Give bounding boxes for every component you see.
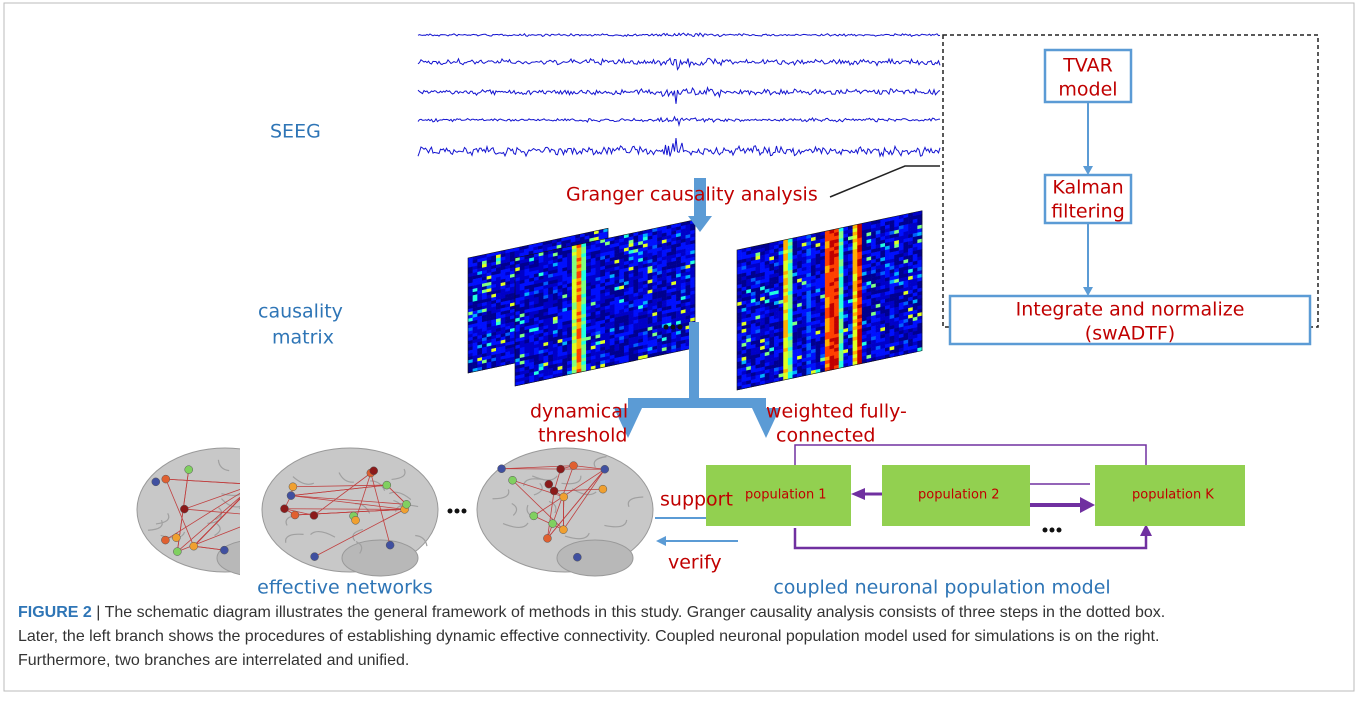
arrow-head [851, 488, 865, 500]
node [560, 493, 568, 501]
node [509, 476, 517, 484]
caption-label: FIGURE 2 [18, 604, 92, 621]
label: model [1058, 79, 1117, 101]
node [601, 465, 609, 473]
figure: SEEG Granger causality analysis causalit… [0, 0, 1359, 716]
arrow-head [1083, 166, 1093, 175]
label: Kalman [1052, 177, 1123, 199]
population-label: population K [1132, 488, 1214, 503]
node [570, 462, 578, 470]
node [220, 546, 228, 554]
node [289, 483, 297, 491]
brain-lobe [342, 540, 418, 576]
node [352, 516, 360, 524]
signal-trace [418, 117, 940, 125]
node [543, 534, 551, 542]
label: dynamical [530, 401, 628, 423]
label: filtering [1051, 201, 1125, 223]
node [545, 480, 553, 488]
signal-trace [418, 138, 940, 156]
node [162, 475, 170, 483]
arrow-head [1083, 287, 1093, 296]
node [180, 505, 188, 513]
node [310, 511, 318, 519]
label: connected [776, 425, 876, 447]
node [291, 511, 299, 519]
node [173, 548, 181, 556]
node [185, 466, 193, 474]
arrow [795, 528, 1146, 548]
signal-trace [418, 88, 940, 104]
brains [137, 448, 653, 576]
signal-trace [418, 33, 940, 37]
arrow [628, 398, 766, 408]
edge [249, 484, 254, 489]
caption-line: | The schematic diagram illustrates the … [96, 604, 1165, 621]
arrow-head [1080, 497, 1095, 513]
node [250, 480, 258, 488]
node [190, 542, 198, 550]
label: SEEG [270, 121, 321, 143]
label: matrix [272, 327, 334, 349]
label: support [660, 489, 733, 511]
node [402, 500, 410, 508]
node [245, 486, 253, 494]
node [599, 485, 607, 493]
node [253, 511, 261, 519]
node [557, 465, 565, 473]
label: verify [668, 552, 722, 574]
brain [262, 448, 438, 576]
node [498, 465, 506, 473]
node [550, 487, 558, 495]
label: effective networks [257, 577, 433, 599]
node [370, 467, 378, 475]
population-label: population 1 [745, 488, 827, 503]
node [287, 492, 295, 500]
node [549, 520, 557, 528]
node [311, 553, 319, 561]
label: Granger causality analysis [566, 184, 818, 206]
node [530, 512, 538, 520]
arrow [689, 322, 699, 402]
label: threshold [538, 425, 627, 447]
label: (swADTF) [1085, 323, 1175, 345]
caption: FIGURE 2 | The schematic diagram illustr… [18, 604, 1165, 621]
matrix [737, 211, 922, 391]
brain [477, 448, 653, 576]
node [573, 553, 581, 561]
node [280, 505, 288, 513]
population-label: population 2 [918, 488, 1000, 503]
label: TVAR [1062, 55, 1113, 77]
node [172, 534, 180, 542]
node [386, 541, 394, 549]
caption-line: Furthermore, two branches are interrelat… [18, 652, 409, 669]
seeg-signals [418, 33, 940, 156]
label: weighted fully- [766, 401, 907, 423]
brain-lobe [557, 540, 633, 576]
label: coupled neuronal population model [773, 577, 1110, 599]
node [383, 481, 391, 489]
leader-line [830, 166, 940, 197]
arrow [795, 445, 1146, 468]
node [161, 536, 169, 544]
label: causality [258, 301, 343, 323]
node [152, 478, 160, 486]
label: Integrate and normalize [1016, 299, 1245, 321]
edge [246, 480, 254, 484]
node [559, 526, 567, 534]
signal-trace [418, 58, 940, 69]
gyrus [239, 506, 264, 511]
arrow-head [656, 536, 666, 546]
caption-line: Later, the left branch shows the procedu… [18, 628, 1159, 645]
node [242, 476, 250, 484]
